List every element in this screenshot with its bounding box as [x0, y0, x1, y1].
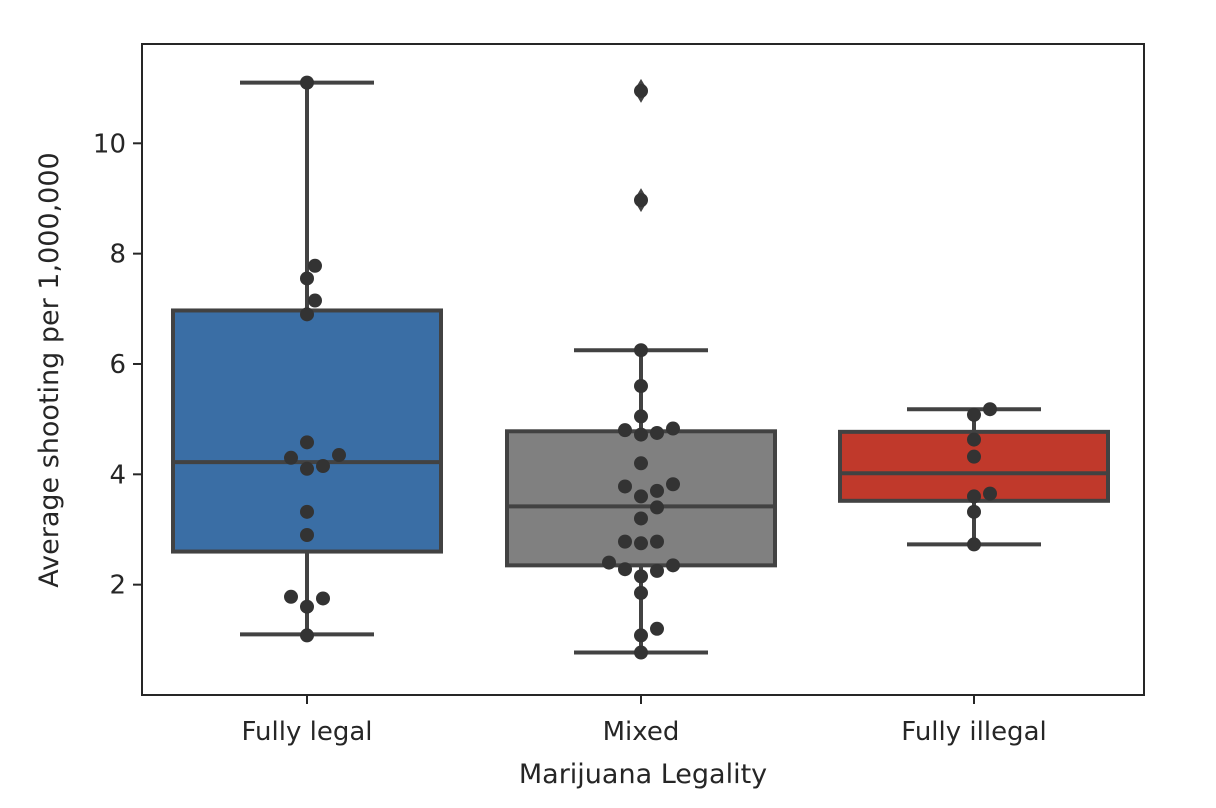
- y-tick-label: 4: [109, 460, 126, 490]
- data-point: [666, 558, 680, 573]
- data-point: [634, 379, 648, 394]
- data-point: [618, 562, 632, 577]
- y-axis: 2 4 6 8 10: [93, 129, 142, 601]
- data-point: [308, 258, 322, 273]
- y-tick-label: 2: [109, 571, 126, 601]
- data-point: [634, 489, 648, 504]
- box-group: [838, 402, 1110, 552]
- data-point: [967, 432, 981, 447]
- data-point: [300, 75, 314, 90]
- data-point: [634, 409, 648, 424]
- x-axis: Fully legal Mixed Fully illegal: [242, 695, 1047, 747]
- data-point: [634, 511, 648, 526]
- data-point: [602, 555, 616, 570]
- data-point: [332, 448, 346, 463]
- data-point: [967, 449, 981, 464]
- data-point: [300, 307, 314, 322]
- data-point: [300, 504, 314, 519]
- data-point: [650, 500, 664, 515]
- data-point: [316, 459, 330, 474]
- data-point: [634, 585, 648, 600]
- data-point: [650, 621, 664, 636]
- data-point: [634, 645, 648, 660]
- data-point: [983, 402, 997, 417]
- data-point: [634, 427, 648, 442]
- data-point: [300, 528, 314, 543]
- data-point: [284, 589, 298, 604]
- x-tick-label: Fully legal: [242, 717, 373, 747]
- data-point: [634, 83, 648, 98]
- data-point: [300, 271, 314, 286]
- data-point: [634, 343, 648, 358]
- data-point: [634, 536, 648, 551]
- x-axis-label: Marijuana Legality: [519, 759, 767, 790]
- plot-frame: [141, 43, 1145, 696]
- data-point: [967, 407, 981, 422]
- y-tick-label: 8: [109, 240, 126, 270]
- data-point: [618, 479, 632, 494]
- data-point: [967, 489, 981, 504]
- box-group: [171, 75, 443, 643]
- data-point: [300, 628, 314, 643]
- data-point: [967, 504, 981, 519]
- data-point: [284, 450, 298, 465]
- y-tick-label: 10: [93, 129, 126, 159]
- data-point: [634, 628, 648, 643]
- data-point: [300, 461, 314, 476]
- box-group: [505, 78, 777, 660]
- data-point: [618, 534, 632, 549]
- data-point: [967, 537, 981, 552]
- data-point: [634, 569, 648, 584]
- data-point: [618, 423, 632, 438]
- data-point: [650, 534, 664, 549]
- plot-marks: [171, 75, 1110, 660]
- data-point: [316, 591, 330, 606]
- y-tick-label: 6: [109, 350, 126, 380]
- data-point: [308, 293, 322, 308]
- data-point: [300, 599, 314, 614]
- data-point: [666, 477, 680, 492]
- data-point: [634, 193, 648, 208]
- data-point: [634, 456, 648, 471]
- data-point: [650, 563, 664, 578]
- data-point: [666, 421, 680, 436]
- data-point: [983, 486, 997, 501]
- data-point: [650, 483, 664, 498]
- y-axis-label: Average shooting per 1,000,000: [34, 152, 65, 587]
- x-tick-label: Fully illegal: [901, 717, 1046, 747]
- x-tick-label: Mixed: [603, 717, 680, 747]
- data-point: [300, 435, 314, 450]
- data-point: [650, 425, 664, 440]
